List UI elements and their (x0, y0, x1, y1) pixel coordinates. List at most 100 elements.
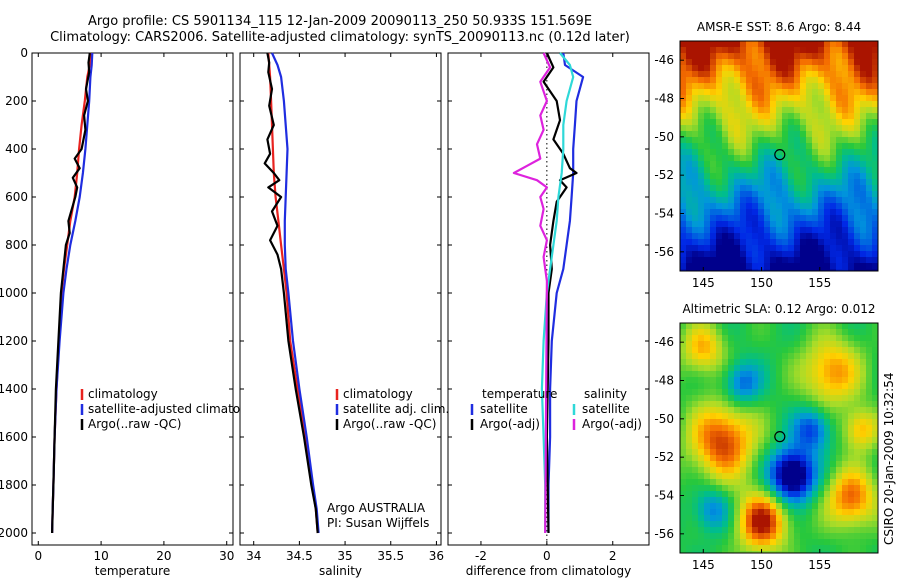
map-cell (824, 419, 830, 425)
map-cell (794, 221, 800, 227)
map-cell (776, 95, 782, 101)
map-cell (800, 227, 806, 233)
map-cell (776, 197, 782, 203)
map-cell (680, 143, 686, 149)
map-cell (830, 131, 836, 137)
map-cell (782, 197, 788, 203)
map-cell (818, 479, 824, 485)
map-cell (692, 131, 698, 137)
map-cell (716, 185, 722, 191)
map-cell (812, 449, 818, 455)
map-cell (746, 521, 752, 527)
map-cell (758, 539, 764, 545)
map-cell (824, 161, 830, 167)
map-cell (842, 347, 848, 353)
map-cell (848, 125, 854, 131)
map-cell (722, 521, 728, 527)
map-cell (740, 473, 746, 479)
map-cell (698, 353, 704, 359)
map-cell (854, 173, 860, 179)
map-cell (824, 149, 830, 155)
map-cell (764, 551, 770, 553)
map-cell (716, 167, 722, 173)
map-cell (710, 413, 716, 419)
map-cell (788, 401, 794, 407)
map-cell (770, 239, 776, 245)
map-cell (794, 233, 800, 239)
map-cell (710, 131, 716, 137)
map-cell (728, 323, 734, 329)
map-cell (836, 227, 842, 233)
map-cell (752, 527, 758, 533)
map-image (680, 41, 878, 271)
y-tick-label: 400 (5, 142, 28, 156)
map-cell (794, 377, 800, 383)
map-cell (686, 413, 692, 419)
map-cell (704, 485, 710, 491)
map-cell (800, 179, 806, 185)
map-cell (758, 395, 764, 401)
map-cell (758, 53, 764, 59)
map-cell (776, 413, 782, 419)
map-cell (680, 113, 686, 119)
map-cell (788, 449, 794, 455)
map-cell (764, 449, 770, 455)
map-cell (722, 497, 728, 503)
map-cell (770, 101, 776, 107)
map-cell (746, 551, 752, 553)
map-cell (746, 323, 752, 329)
map-cell (848, 269, 854, 271)
map-cell (824, 269, 830, 271)
map-cell (776, 497, 782, 503)
map-cell (854, 89, 860, 95)
map-cell (764, 107, 770, 113)
map-cell (680, 359, 686, 365)
map-cell (860, 59, 866, 65)
map-cell (812, 125, 818, 131)
map-cell (716, 413, 722, 419)
map-cell (830, 425, 836, 431)
map-cell (848, 107, 854, 113)
map-cell (692, 335, 698, 341)
map-cell (722, 191, 728, 197)
map-cell (824, 197, 830, 203)
map-title: AMSR-E SST: 8.6 Argo: 8.44 (697, 20, 861, 34)
map-cell (872, 173, 878, 179)
map-cell (752, 455, 758, 461)
map-cell (698, 167, 704, 173)
map-cell (860, 527, 866, 533)
map-cell (764, 443, 770, 449)
map-cell (686, 137, 692, 143)
map-cell (686, 257, 692, 263)
map-cell (746, 257, 752, 263)
map-cell (716, 173, 722, 179)
map-cell (746, 455, 752, 461)
map-cell (692, 533, 698, 539)
map-cell (848, 479, 854, 485)
map-cell (872, 323, 878, 329)
map-cell (770, 467, 776, 473)
map-cell (686, 149, 692, 155)
map-cell (770, 437, 776, 443)
map-cell (722, 185, 728, 191)
map-cell (854, 395, 860, 401)
map-cell (830, 71, 836, 77)
map-cell (734, 395, 740, 401)
map-cell (842, 461, 848, 467)
map-cell (680, 263, 686, 269)
map-cell (746, 371, 752, 377)
map-cell (704, 59, 710, 65)
map-cell (728, 395, 734, 401)
map-cell (758, 143, 764, 149)
map-cell (842, 335, 848, 341)
map-cell (746, 335, 752, 341)
map-cell (848, 203, 854, 209)
map-cell (824, 425, 830, 431)
map-cell (692, 449, 698, 455)
map-cell (764, 263, 770, 269)
map-cell (722, 491, 728, 497)
map-cell (698, 539, 704, 545)
map-cell (728, 245, 734, 251)
map-cell (752, 323, 758, 329)
map-cell (866, 437, 872, 443)
